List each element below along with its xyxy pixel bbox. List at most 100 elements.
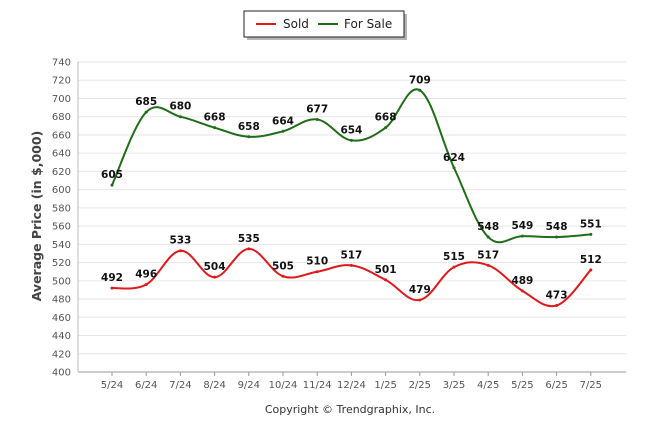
data-label-sold: 492	[101, 272, 123, 284]
x-tick-label: 7/24	[169, 380, 191, 391]
data-point-for-sale	[452, 166, 456, 170]
x-tick-label: 5/24	[101, 380, 123, 391]
y-tick-label: 580	[52, 203, 71, 214]
data-point-sold	[349, 263, 353, 267]
data-label-for-sale: 709	[409, 74, 431, 86]
x-tick-label: 1/25	[374, 380, 396, 391]
data-point-for-sale	[486, 235, 490, 239]
data-label-for-sale: 668	[375, 112, 397, 124]
data-point-for-sale	[144, 110, 148, 114]
data-label-for-sale: 685	[135, 96, 157, 108]
data-labels: 492 496 533 504 535 505 510 517 501 479 515 517 489 4…	[101, 74, 602, 301]
data-point-sold	[144, 282, 148, 286]
x-tick-label: 3/25	[443, 380, 465, 391]
x-tick-label: 7/25	[580, 380, 602, 391]
data-label-for-sale: 548	[477, 221, 499, 233]
y-tick-label: 600	[52, 185, 71, 196]
data-point-for-sale	[589, 232, 593, 236]
data-point-sold	[110, 286, 114, 290]
data-label-sold: 489	[511, 275, 533, 287]
data-point-sold	[315, 270, 319, 274]
data-point-sold	[213, 275, 217, 279]
data-label-sold: 512	[580, 254, 602, 266]
data-point-sold	[384, 278, 388, 282]
data-label-sold: 535	[238, 233, 260, 245]
x-tick-label: 4/25	[477, 380, 499, 391]
data-label-sold: 496	[135, 268, 157, 280]
x-tick-label: 6/25	[545, 380, 567, 391]
y-tick-label: 420	[52, 349, 71, 360]
data-label-sold: 533	[169, 235, 191, 247]
data-label-sold: 517	[477, 249, 499, 261]
data-point-for-sale	[555, 235, 559, 239]
x-tick-label: 12/24	[337, 380, 366, 391]
legend: Sold For Sale	[243, 10, 407, 40]
y-tick-label: 560	[52, 222, 71, 233]
data-label-for-sale: 549	[511, 220, 533, 232]
y-tick-label: 660	[52, 130, 71, 141]
x-tick-label: 6/24	[135, 380, 157, 391]
data-point-sold	[247, 247, 251, 251]
legend-label-sold: Sold	[283, 17, 309, 31]
y-tick-label: 460	[52, 313, 71, 324]
data-point-for-sale	[418, 88, 422, 92]
data-label-sold: 505	[272, 260, 294, 272]
data-point-sold	[486, 263, 490, 267]
data-label-sold: 504	[204, 261, 226, 273]
data-point-sold	[281, 274, 285, 278]
y-tick-label: 540	[52, 240, 71, 251]
y-axis-title: Average Price (in $,000)	[29, 131, 44, 302]
x-tick-label: 10/24	[269, 380, 298, 391]
data-point-sold	[178, 249, 182, 253]
data-point-sold	[589, 268, 593, 272]
y-tick-label: 440	[52, 331, 71, 342]
x-tick-label: 9/24	[238, 380, 260, 391]
y-tick-label: 620	[52, 167, 71, 178]
y-tick-label: 680	[52, 112, 71, 123]
data-label-sold: 501	[375, 264, 397, 276]
x-tick-label: 2/25	[409, 380, 431, 391]
series-lines	[110, 88, 593, 308]
y-tick-label: 700	[52, 94, 71, 105]
data-label-for-sale: 658	[238, 121, 260, 133]
grid-lines	[78, 61, 626, 373]
y-tick-label: 740	[52, 58, 71, 69]
data-label-for-sale: 654	[340, 124, 362, 136]
data-point-sold	[520, 289, 524, 293]
data-point-for-sale	[349, 138, 353, 142]
data-point-sold	[555, 303, 559, 307]
data-label-for-sale: 624	[443, 152, 465, 164]
data-label-for-sale: 677	[306, 103, 328, 115]
data-label-for-sale: 664	[272, 115, 294, 127]
data-label-for-sale: 605	[101, 169, 123, 181]
y-tick-label: 520	[52, 258, 71, 269]
data-label-for-sale: 680	[169, 101, 191, 113]
x-tick-label: 5/25	[511, 380, 533, 391]
data-point-for-sale	[384, 126, 388, 130]
axes: 400 420 440 460 480 500 520 540 560 580 600 620 640 6…	[52, 58, 626, 391]
y-tick-label: 640	[52, 149, 71, 160]
data-point-for-sale	[178, 115, 182, 119]
data-point-for-sale	[520, 234, 524, 238]
y-tick-label: 400	[52, 368, 71, 379]
copyright-note: Copyright © Trendgraphix, Inc.	[265, 403, 435, 416]
data-label-for-sale: 548	[546, 221, 568, 233]
data-label-for-sale: 551	[580, 218, 602, 230]
data-point-for-sale	[213, 126, 217, 130]
data-point-for-sale	[110, 183, 114, 187]
y-tick-label: 720	[52, 76, 71, 87]
data-point-for-sale	[281, 129, 285, 133]
data-label-sold: 510	[306, 256, 328, 268]
data-label-for-sale: 668	[204, 112, 226, 124]
data-point-sold	[452, 265, 456, 269]
x-tick-label: 11/24	[303, 380, 332, 391]
data-point-for-sale	[315, 117, 319, 121]
legend-label-for-sale: For Sale	[344, 17, 392, 31]
data-label-sold: 479	[409, 284, 431, 296]
data-point-sold	[418, 298, 422, 302]
x-tick-label: 8/24	[203, 380, 225, 391]
data-label-sold: 517	[340, 249, 362, 261]
data-point-for-sale	[247, 135, 251, 139]
